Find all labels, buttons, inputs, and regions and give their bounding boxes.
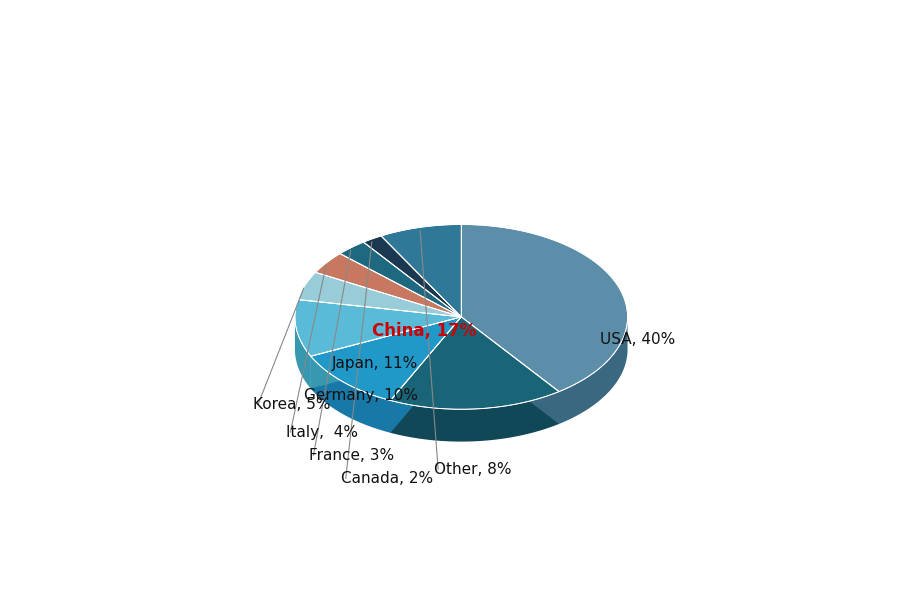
Polygon shape (340, 242, 461, 317)
Polygon shape (391, 317, 461, 433)
Text: China, 17%: China, 17% (372, 322, 476, 340)
Text: Korea, 5%: Korea, 5% (254, 397, 331, 412)
Text: Japan, 11%: Japan, 11% (332, 356, 419, 371)
Polygon shape (391, 317, 559, 409)
Polygon shape (310, 317, 461, 400)
Text: Germany, 10%: Germany, 10% (304, 388, 419, 403)
Polygon shape (298, 272, 461, 317)
Polygon shape (461, 224, 627, 392)
Text: USA, 40%: USA, 40% (599, 332, 675, 347)
Polygon shape (381, 224, 461, 317)
Polygon shape (295, 317, 310, 389)
Polygon shape (295, 299, 461, 356)
Text: Canada, 2%: Canada, 2% (341, 471, 433, 486)
Text: Italy,  4%: Italy, 4% (285, 425, 357, 440)
Polygon shape (364, 236, 461, 317)
Text: France, 3%: France, 3% (309, 448, 394, 463)
Polygon shape (559, 318, 627, 424)
Polygon shape (310, 317, 461, 389)
Polygon shape (391, 392, 559, 442)
Polygon shape (461, 317, 559, 424)
Text: Other, 8%: Other, 8% (434, 462, 511, 477)
Polygon shape (391, 317, 461, 433)
Polygon shape (310, 317, 461, 389)
Polygon shape (310, 356, 391, 433)
Polygon shape (461, 317, 559, 424)
Polygon shape (316, 254, 461, 317)
